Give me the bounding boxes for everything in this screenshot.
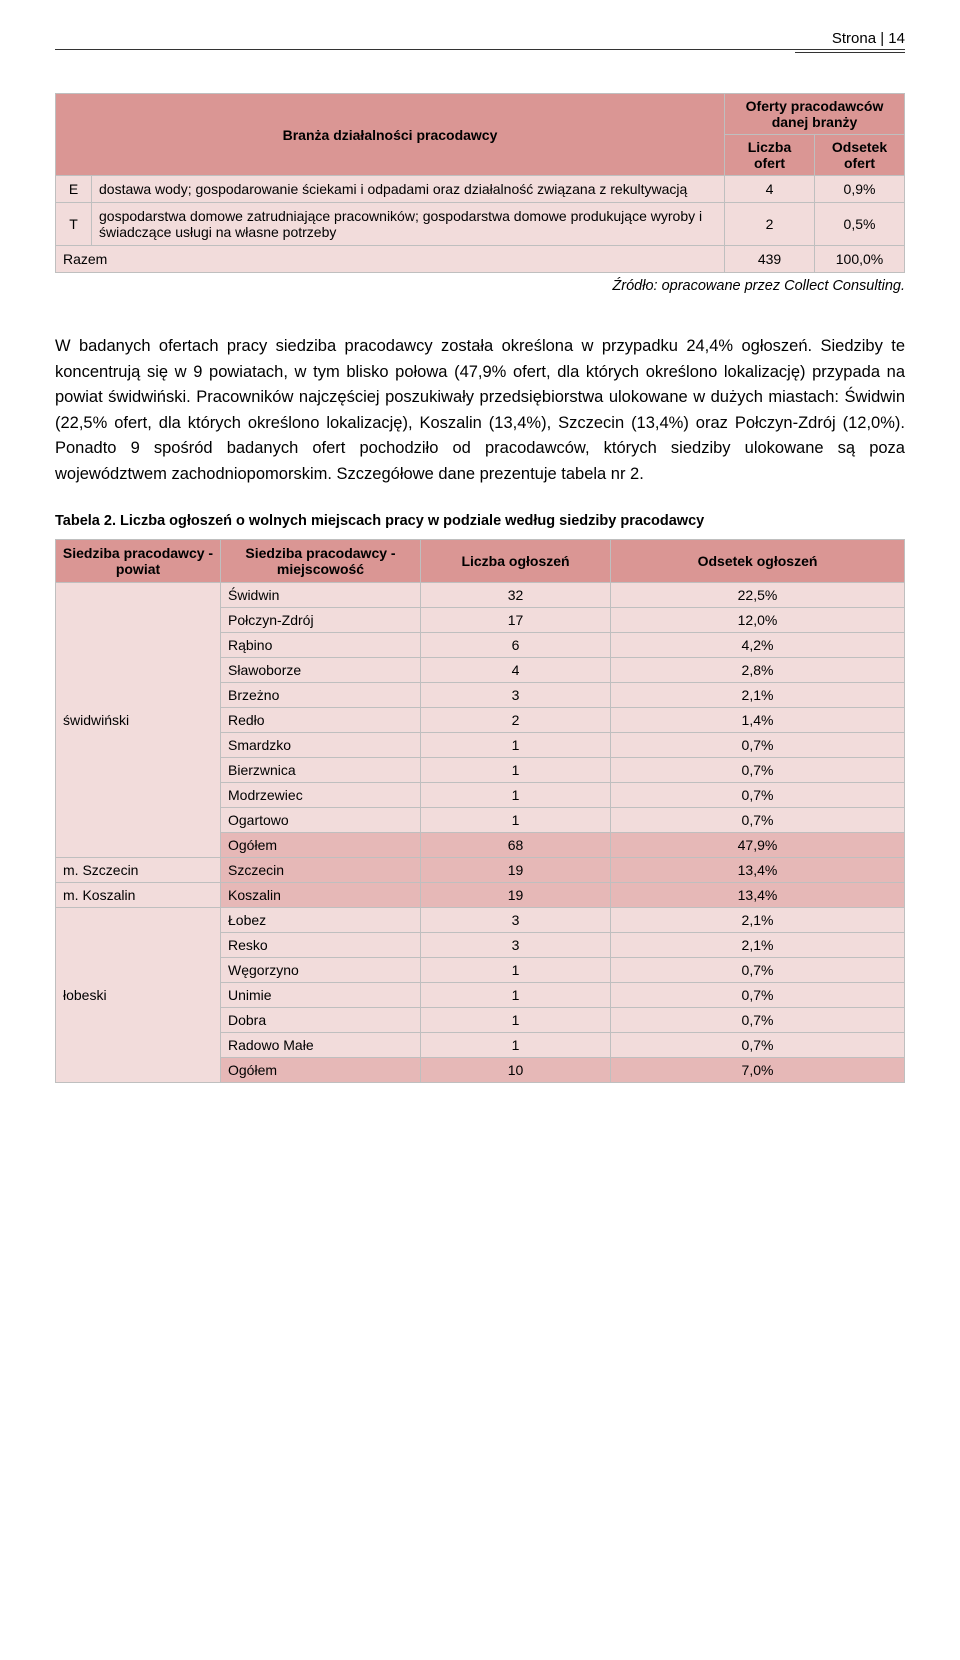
loc-cell: Dobra [221,1008,421,1033]
count-cell: 3 [421,683,611,708]
pct-cell: 12,0% [611,608,905,633]
col-powiat: Siedziba pracodawcy - powiat [56,540,221,583]
count-cell: 1 [421,983,611,1008]
total-label: Razem [56,246,725,273]
header-rule [55,49,905,53]
table-total-row: Razem439100,0% [56,246,905,273]
col-miejscowosc: Siedziba pracodawcy - miejscowość [221,540,421,583]
count-cell: 1 [421,733,611,758]
count-cell: 1 [421,958,611,983]
total-pct: 100,0% [815,246,905,273]
col-group: Oferty pracodawców danej branży [725,94,905,135]
powiat-cell: m. Szczecin [56,858,221,883]
table-row: świdwińskiŚwidwin3222,5% [56,583,905,608]
row-code: E [56,176,92,203]
body-paragraph: W badanych ofertach pracy siedziba praco… [55,334,905,487]
count-cell: 6 [421,633,611,658]
count-cell: 3 [421,908,611,933]
row-pct: 0,5% [815,203,905,246]
subtotal-pct: 7,0% [611,1058,905,1083]
loc-cell: Radowo Małe [221,1033,421,1058]
row-desc: dostawa wody; gospodarowanie ściekami i … [92,176,725,203]
pct-cell: 0,7% [611,733,905,758]
powiat-cell: m. Koszalin [56,883,221,908]
loc-cell: Modrzewiec [221,783,421,808]
table2-caption: Tabela 2. Liczba ogłoszeń o wolnych miej… [55,513,905,529]
loc-cell: Smardzko [221,733,421,758]
loc-cell: Redło [221,708,421,733]
loc-cell: Bierzwnica [221,758,421,783]
count-cell: 1 [421,783,611,808]
pct-cell: 2,1% [611,683,905,708]
branch-offers-table: Branża działalności pracodawcy Oferty pr… [55,93,905,273]
row-code: T [56,203,92,246]
loc-cell: Unimie [221,983,421,1008]
row-desc: gospodarstwa domowe zatrudniające pracow… [92,203,725,246]
col-branch: Branża działalności pracodawcy [56,94,725,176]
pct-cell: 22,5% [611,583,905,608]
table-row: m. SzczecinSzczecin1913,4% [56,858,905,883]
page-number: Strona | 14 [55,30,905,47]
count-cell: 1 [421,808,611,833]
pct-cell: 4,2% [611,633,905,658]
table1-source: Źródło: opracowane przez Collect Consult… [55,278,905,294]
pct-cell: 1,4% [611,708,905,733]
pct-cell: 2,1% [611,933,905,958]
subtotal-label: Ogółem [221,833,421,858]
pct-cell: 0,7% [611,958,905,983]
pct-cell: 0,7% [611,983,905,1008]
count-cell: 19 [421,858,611,883]
subtotal-pct: 47,9% [611,833,905,858]
table-row: m. KoszalinKoszalin1913,4% [56,883,905,908]
subtotal-count: 10 [421,1058,611,1083]
loc-cell: Rąbino [221,633,421,658]
col-count: Liczba ogłoszeń [421,540,611,583]
row-count: 4 [725,176,815,203]
loc-cell: Sławoborze [221,658,421,683]
col-pct: Odsetek ofert [815,135,905,176]
count-cell: 32 [421,583,611,608]
pct-cell: 2,1% [611,908,905,933]
row-count: 2 [725,203,815,246]
count-cell: 1 [421,1008,611,1033]
pct-cell: 0,7% [611,808,905,833]
col-count: Liczba ofert [725,135,815,176]
loc-cell: Resko [221,933,421,958]
loc-cell: Szczecin [221,858,421,883]
count-cell: 3 [421,933,611,958]
loc-cell: Brzeżno [221,683,421,708]
count-cell: 1 [421,758,611,783]
loc-cell: Ogartowo [221,808,421,833]
seat-location-table: Siedziba pracodawcy - powiat Siedziba pr… [55,539,905,1083]
powiat-cell: świdwiński [56,583,221,858]
loc-cell: Świdwin [221,583,421,608]
loc-cell: Węgorzyno [221,958,421,983]
count-cell: 17 [421,608,611,633]
table-row: Edostawa wody; gospodarowanie ściekami i… [56,176,905,203]
pct-cell: 0,7% [611,1008,905,1033]
count-cell: 2 [421,708,611,733]
pct-cell: 2,8% [611,658,905,683]
pct-cell: 0,7% [611,783,905,808]
col-pct: Odsetek ogłoszeń [611,540,905,583]
table-row: Tgospodarstwa domowe zatrudniające praco… [56,203,905,246]
pct-cell: 13,4% [611,883,905,908]
subtotal-count: 68 [421,833,611,858]
pct-cell: 0,7% [611,1033,905,1058]
table-row: łobeskiŁobez32,1% [56,908,905,933]
total-count: 439 [725,246,815,273]
count-cell: 1 [421,1033,611,1058]
pct-cell: 13,4% [611,858,905,883]
pct-cell: 0,7% [611,758,905,783]
loc-cell: Łobez [221,908,421,933]
powiat-cell: łobeski [56,908,221,1083]
count-cell: 4 [421,658,611,683]
count-cell: 19 [421,883,611,908]
loc-cell: Połczyn-Zdrój [221,608,421,633]
loc-cell: Koszalin [221,883,421,908]
subtotal-label: Ogółem [221,1058,421,1083]
row-pct: 0,9% [815,176,905,203]
